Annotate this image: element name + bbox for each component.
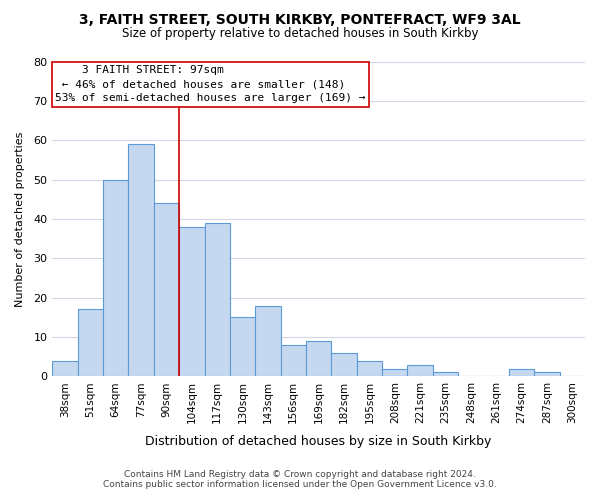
Bar [77,310,103,376]
Bar [509,368,534,376]
Bar [255,306,281,376]
Bar [306,341,331,376]
Text: Contains HM Land Registry data © Crown copyright and database right 2024.
Contai: Contains HM Land Registry data © Crown c… [103,470,497,489]
Y-axis label: Number of detached properties: Number of detached properties [15,132,25,306]
Bar [331,353,357,376]
Bar [103,180,128,376]
Bar [357,360,382,376]
Bar [154,203,179,376]
Bar [382,368,407,376]
Bar [407,364,433,376]
Text: 3, FAITH STREET, SOUTH KIRKBY, PONTEFRACT, WF9 3AL: 3, FAITH STREET, SOUTH KIRKBY, PONTEFRAC… [79,12,521,26]
X-axis label: Distribution of detached houses by size in South Kirkby: Distribution of detached houses by size … [145,434,492,448]
Bar [534,372,560,376]
Bar [205,223,230,376]
Bar [230,318,255,376]
Text: 3 FAITH STREET: 97sqm
 ← 46% of detached houses are smaller (148)
53% of semi-de: 3 FAITH STREET: 97sqm ← 46% of detached … [55,66,365,104]
Bar [281,345,306,376]
Text: Size of property relative to detached houses in South Kirkby: Size of property relative to detached ho… [122,28,478,40]
Bar [52,360,77,376]
Bar [179,227,205,376]
Bar [433,372,458,376]
Bar [128,144,154,376]
